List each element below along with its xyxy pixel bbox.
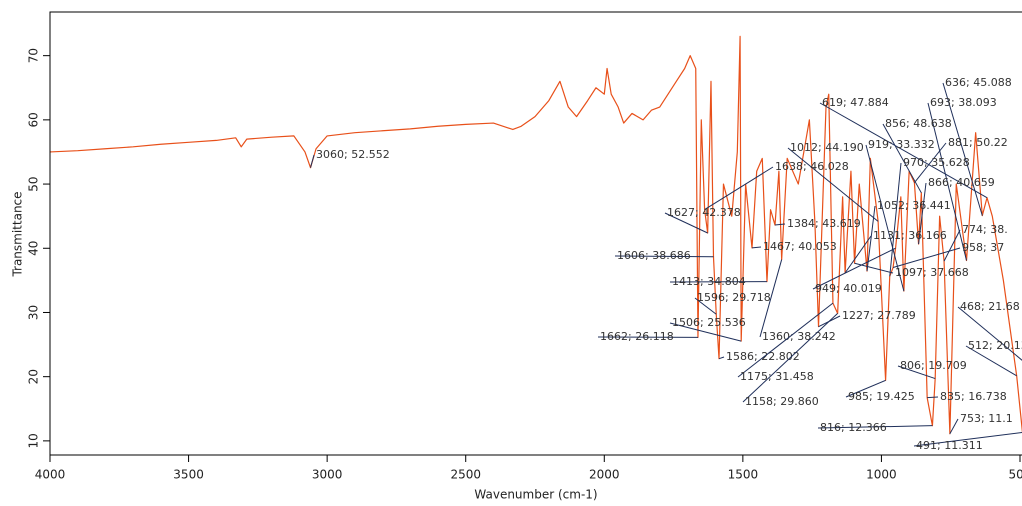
annotation-leader [817, 425, 933, 429]
annotation-label: 866; 40.659 [928, 176, 995, 189]
y-tick-label: 10 [27, 433, 41, 448]
annotation-leader [669, 322, 742, 342]
annotation-leader [965, 345, 1017, 377]
annotation-leader [787, 147, 879, 222]
annotation-leader [844, 235, 872, 274]
annotation-leader [957, 306, 1022, 361]
annotation-label: 1413; 34.804 [672, 275, 746, 288]
annotation-leader [927, 396, 939, 399]
y-tick-label: 70 [27, 48, 41, 63]
axes-frame [49, 11, 1022, 456]
annotation-label: 949; 40.019 [815, 282, 882, 295]
annotation-label: 919; 33.332 [868, 138, 935, 151]
annotation-label: 806; 19.709 [900, 359, 967, 372]
x-tick-label: 1500 [728, 468, 759, 482]
annotation-label: 1131; 36.166 [873, 229, 947, 242]
annotation-label: 958; 37 [962, 241, 1004, 254]
annotation-leader [943, 229, 961, 262]
annotation-label: 1384; 43.619 [787, 217, 861, 230]
y-tick-label: 20 [27, 369, 41, 384]
annotation-label: 1586; 22.802 [726, 350, 800, 363]
x-tick-label: 1000 [866, 468, 897, 482]
annotation-label: 1158; 29.860 [745, 395, 819, 408]
annotation-leader [913, 432, 1022, 447]
annotation-leader [694, 297, 717, 315]
y-tick-label: 30 [27, 305, 41, 320]
annotation-label: 774; 38. [962, 223, 1008, 236]
annotation-leader [812, 247, 896, 290]
annotation-leader [759, 259, 783, 338]
annotation-label: 619; 47.884 [822, 96, 889, 109]
x-tick-label: 4000 [35, 468, 66, 482]
annotation-leader [614, 255, 714, 258]
annotation-label: 1097; 37.668 [895, 266, 969, 279]
annotation-label: 970; 35.628 [903, 156, 970, 169]
annotation-leader [918, 182, 927, 245]
annotation-label: 491; 11.311 [916, 439, 983, 452]
annotation-leader [704, 166, 774, 210]
annotation-label: 856; 48.638 [885, 117, 952, 130]
annotation-label: 1467; 40.053 [763, 240, 837, 253]
annotation-label: 985; 19.425 [848, 390, 915, 403]
annotation-leader [751, 246, 762, 249]
annotation-leader [774, 223, 786, 226]
annotation-leader [737, 302, 834, 378]
x-tick-label: 2000 [589, 468, 620, 482]
x-tick-label: 2500 [450, 468, 481, 482]
x-tick-label: 3500 [173, 468, 204, 482]
annotation-leader [892, 247, 961, 269]
annotation-label: 3060; 52.552 [316, 148, 390, 161]
annotation-label: 1638; 46.028 [775, 160, 849, 173]
annotation-label: 468; 21.68 [960, 300, 1020, 313]
annotation-label: 1662; 26.118 [600, 330, 674, 343]
plot-area [50, 35, 1022, 435]
annotation-label: 1360; 38.242 [762, 330, 836, 343]
x-tick-label: 500 [1009, 468, 1022, 482]
annotation-label: 1606; 38.686 [617, 249, 691, 262]
annotation-leader [866, 205, 876, 272]
annotation-label: 881; 50.22 [948, 136, 1008, 149]
annotation-label: 753; 11.1 [960, 412, 1013, 425]
annotation-leader [927, 102, 967, 261]
annotation-leader [942, 82, 983, 216]
annotation-label: 835; 16.738 [940, 390, 1007, 403]
annotation-leader [819, 102, 988, 199]
y-tick-label: 40 [27, 241, 41, 256]
annotation-leader [742, 313, 838, 403]
y-tick-label: 60 [27, 112, 41, 127]
annotation-leader [664, 212, 708, 234]
annotation-leader [897, 365, 936, 380]
annotation-label: 693; 38.093 [930, 96, 997, 109]
annotation-label: 1175; 31.458 [740, 370, 814, 383]
annotation-label: 1227; 27.789 [842, 309, 916, 322]
annotation-label: 636; 45.088 [945, 76, 1012, 89]
annotation-label: 1596; 29.718 [697, 291, 771, 304]
y-tick-label: 50 [27, 176, 41, 191]
annotation-leader [854, 262, 894, 274]
annotation-leader [310, 154, 315, 168]
y-axis-title: Transmittance [11, 191, 25, 277]
annotation-leader [914, 142, 947, 183]
annotation-leader [718, 356, 725, 360]
annotation-label: 512; 20.135 [968, 339, 1022, 352]
x-axis-title: Wavenumber (cm-1) [474, 488, 597, 502]
annotation-leader [949, 418, 959, 435]
annotation-leader [845, 379, 886, 398]
annotation-label: 1012; 44.190 [790, 141, 864, 154]
annotation-label: 816; 12.366 [820, 421, 887, 434]
annotation-label: 1052; 36.441 [877, 199, 951, 212]
spectrum-line [50, 35, 1022, 435]
annotation-label: 1506; 25.536 [672, 316, 746, 329]
x-tick-label: 3000 [312, 468, 343, 482]
annotation-leader [889, 162, 902, 277]
annotation-label: 1627; 42.378 [667, 206, 741, 219]
